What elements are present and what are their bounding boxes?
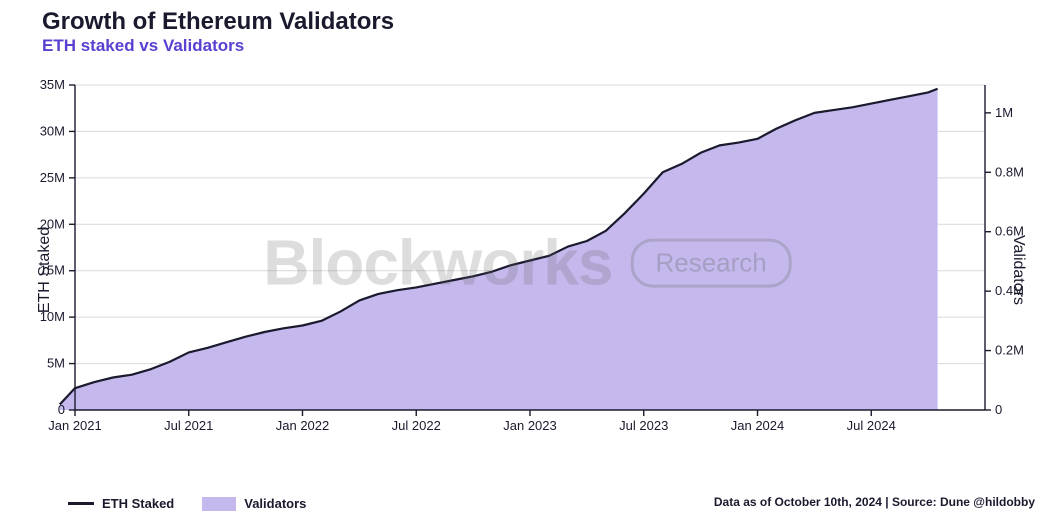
svg-text:Jul 2022: Jul 2022 bbox=[392, 418, 441, 433]
legend-line-swatch bbox=[68, 502, 94, 505]
legend-area-label: Validators bbox=[244, 496, 306, 511]
svg-text:Jan 2021: Jan 2021 bbox=[48, 418, 102, 433]
svg-text:0.8M: 0.8M bbox=[995, 164, 1024, 179]
svg-text:0: 0 bbox=[995, 402, 1002, 417]
source-attribution: Data as of October 10th, 2024 | Source: … bbox=[714, 495, 1035, 509]
svg-text:5M: 5M bbox=[47, 356, 65, 371]
svg-text:Jan 2023: Jan 2023 bbox=[503, 418, 557, 433]
svg-text:0: 0 bbox=[58, 402, 65, 417]
svg-text:Jul 2021: Jul 2021 bbox=[164, 418, 213, 433]
svg-text:0.2M: 0.2M bbox=[995, 343, 1024, 358]
svg-text:35M: 35M bbox=[40, 77, 65, 92]
chart-subtitle: ETH staked vs Validators bbox=[42, 36, 244, 56]
legend: ETH Staked Validators bbox=[68, 496, 306, 511]
legend-line-label: ETH Staked bbox=[102, 496, 174, 511]
svg-text:25M: 25M bbox=[40, 170, 65, 185]
chart-svg: 05M10M15M20M25M30M35M00.2M0.4M0.6M0.8M1M… bbox=[0, 65, 1055, 475]
y-right-axis-label: Validators bbox=[1009, 235, 1027, 305]
legend-item-area: Validators bbox=[202, 496, 306, 511]
svg-text:1M: 1M bbox=[995, 105, 1013, 120]
chart-title: Growth of Ethereum Validators bbox=[42, 8, 394, 36]
svg-text:Jan 2024: Jan 2024 bbox=[731, 418, 785, 433]
legend-item-line: ETH Staked bbox=[68, 496, 174, 511]
svg-text:30M: 30M bbox=[40, 123, 65, 138]
svg-text:Jul 2024: Jul 2024 bbox=[847, 418, 896, 433]
svg-text:Jan 2022: Jan 2022 bbox=[276, 418, 330, 433]
y-left-axis-label: ETH Staked bbox=[36, 227, 54, 313]
svg-text:Jul 2023: Jul 2023 bbox=[619, 418, 668, 433]
area-validators bbox=[60, 89, 938, 410]
chart-container: ETH Staked Validators 05M10M15M20M25M30M… bbox=[0, 65, 1055, 475]
legend-area-swatch bbox=[202, 497, 236, 511]
